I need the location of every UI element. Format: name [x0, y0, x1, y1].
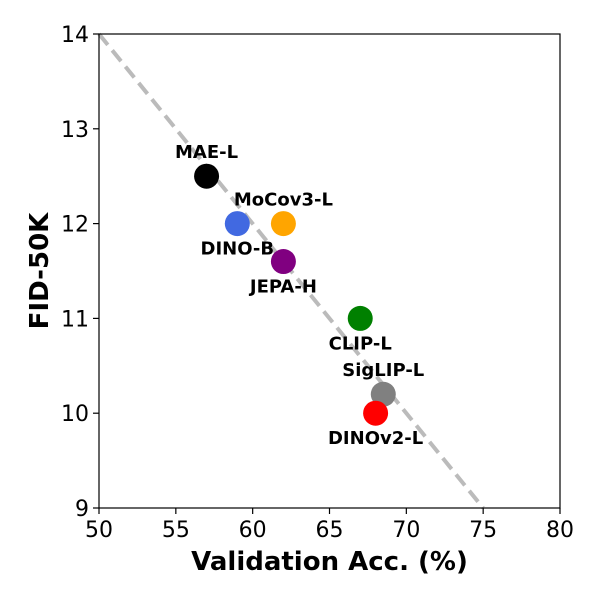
x-tick-label: 60: [239, 518, 267, 543]
y-tick-label: 11: [61, 307, 89, 332]
data-point: [270, 211, 296, 237]
x-tick-label: 50: [85, 518, 113, 543]
data-point: [194, 163, 220, 189]
x-tick-label: 65: [316, 518, 344, 543]
point-label: CLIP-L: [329, 333, 392, 354]
y-tick-label: 10: [61, 402, 89, 427]
x-tick-label: 75: [469, 518, 497, 543]
point-label: MoCov3-L: [234, 190, 333, 211]
data-point: [270, 249, 296, 275]
data-point: [363, 400, 389, 426]
y-axis-title: FID-50K: [25, 212, 55, 329]
point-label: DINO-B: [201, 239, 275, 260]
point-label: SigLIP-L: [342, 360, 424, 381]
point-label: DINOv2-L: [328, 428, 423, 449]
x-tick-label: 55: [162, 518, 190, 543]
y-tick-label: 9: [75, 497, 89, 522]
data-point: [370, 381, 396, 407]
data-point: [224, 211, 250, 237]
data-point: [347, 305, 373, 331]
y-tick-label: 13: [61, 118, 89, 143]
y-tick-label: 14: [61, 23, 89, 48]
point-label: MAE-L: [175, 142, 238, 163]
x-tick-label: 80: [546, 518, 574, 543]
point-label: JEPA-H: [248, 277, 317, 298]
y-tick-label: 12: [61, 213, 89, 238]
x-axis-title: Validation Acc. (%): [191, 547, 468, 577]
x-tick-label: 70: [392, 518, 420, 543]
